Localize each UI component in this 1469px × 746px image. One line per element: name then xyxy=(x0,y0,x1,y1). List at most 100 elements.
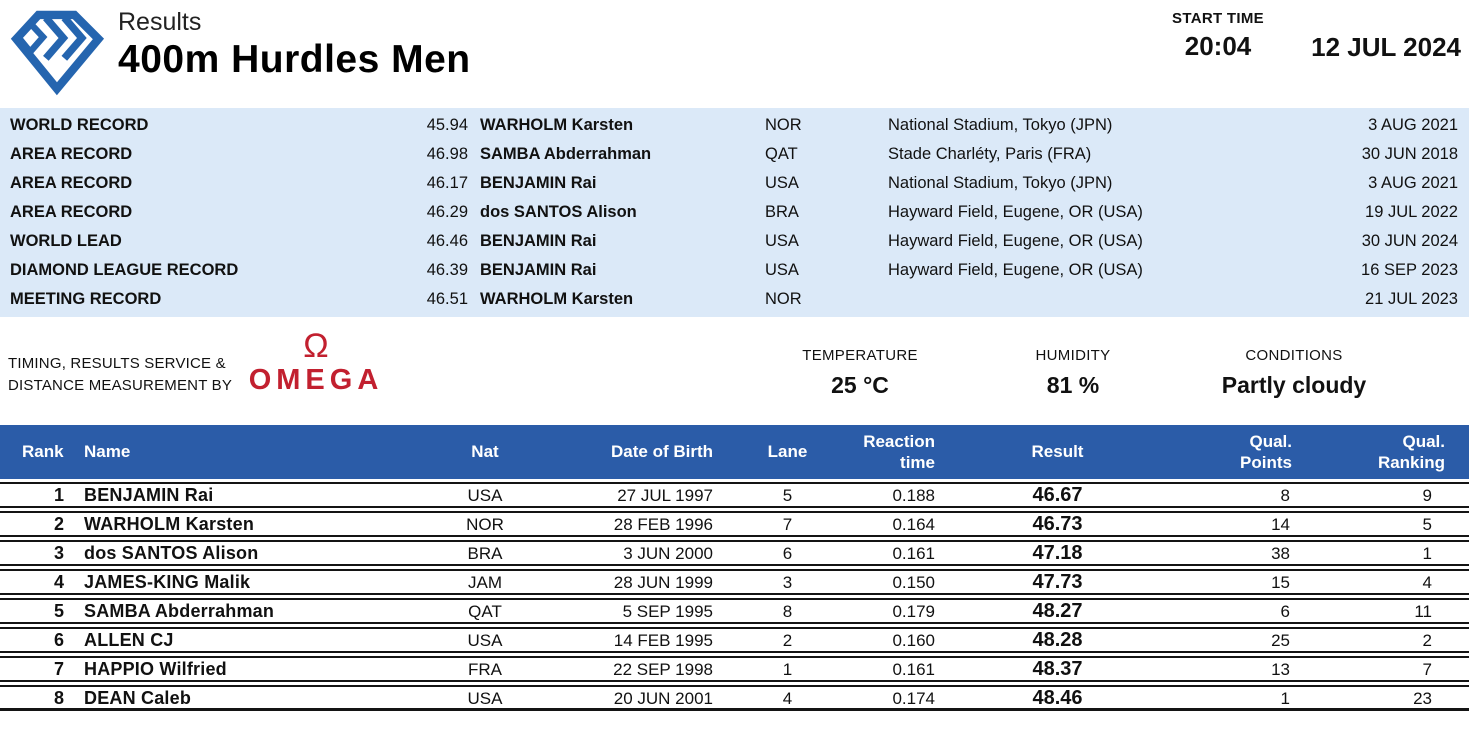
cell-result: 48.46 xyxy=(1032,687,1083,709)
cell-lane: 7 xyxy=(782,514,793,534)
record-nationality: USA xyxy=(765,261,799,279)
cell-qual-ranking: 2 xyxy=(1422,630,1432,650)
column-header-lane: Lane xyxy=(767,442,808,461)
column-header-reaction-line2: time xyxy=(900,453,935,472)
record-venue: National Stadium, Tokyo (JPN) xyxy=(888,174,1113,192)
start-time-value: 20:04 xyxy=(1184,31,1252,61)
cell-reaction-time: 0.161 xyxy=(892,543,935,563)
record-athlete: BENJAMIN Rai xyxy=(480,174,597,192)
column-header-nat: Nat xyxy=(471,442,499,461)
record-row: WORLD RECORD 45.94 WARHOLM Karsten NOR N… xyxy=(0,111,1469,140)
table-row: 7 HAPPIO Wilfried FRA 22 SEP 1998 1 0.16… xyxy=(0,656,1469,682)
record-mark: 46.51 xyxy=(426,290,468,308)
record-date: 30 JUN 2018 xyxy=(1361,145,1458,163)
cell-reaction-time: 0.188 xyxy=(892,485,935,505)
record-mark: 46.46 xyxy=(426,232,468,250)
cell-qual-ranking: 5 xyxy=(1422,514,1432,534)
humidity-block: HUMIDITY 81 % xyxy=(970,347,1176,399)
table-row: 4 JAMES-KING Malik JAM 28 JUN 1999 3 0.1… xyxy=(0,569,1469,595)
cell-date-of-birth: 27 JUL 1997 xyxy=(617,485,713,505)
cell-result: 48.28 xyxy=(1032,629,1083,651)
cell-reaction-time: 0.150 xyxy=(892,572,935,592)
cell-qual-points: 15 xyxy=(1271,572,1290,592)
cell-result: 47.73 xyxy=(1032,571,1083,593)
cell-lane: 6 xyxy=(782,543,793,563)
record-date: 16 SEP 2023 xyxy=(1361,261,1458,279)
cell-date-of-birth: 28 FEB 1996 xyxy=(613,514,713,534)
record-athlete: BENJAMIN Rai xyxy=(480,232,597,250)
record-row: DIAMOND LEAGUE RECORD 46.39 BENJAMIN Rai… xyxy=(0,256,1469,285)
cell-nationality: NOR xyxy=(466,514,504,534)
event-date: 12 JUL 2024 xyxy=(1311,32,1461,62)
cell-reaction-time: 0.174 xyxy=(892,688,935,708)
temperature-label: TEMPERATURE xyxy=(802,347,918,364)
record-date: 3 AUG 2021 xyxy=(1368,174,1458,192)
cell-lane: 3 xyxy=(782,572,793,592)
conditions-block: CONDITIONS Partly cloudy xyxy=(1148,347,1440,399)
diamond-league-logo-icon xyxy=(10,10,104,96)
cell-lane: 1 xyxy=(782,659,793,679)
record-label: AREA RECORD xyxy=(10,145,133,163)
record-label: AREA RECORD xyxy=(10,174,133,192)
cell-nationality: BRA xyxy=(467,543,503,563)
column-header-reaction-line1: Reaction xyxy=(863,431,935,451)
record-row: AREA RECORD 46.98 SAMBA Abderrahman QAT … xyxy=(0,140,1469,169)
record-venue: Hayward Field, Eugene, OR (USA) xyxy=(888,203,1143,221)
cell-qual-ranking: 9 xyxy=(1422,485,1432,505)
record-row: WORLD LEAD 46.46 BENJAMIN Rai USA Haywar… xyxy=(0,227,1469,256)
cell-rank: 6 xyxy=(53,630,64,650)
record-nationality: USA xyxy=(765,174,799,192)
record-athlete: dos SANTOS Alison xyxy=(480,203,637,221)
cell-qual-points: 38 xyxy=(1271,543,1290,563)
page-header: Results 400m Hurdles Men START TIME 20:0… xyxy=(0,0,1469,104)
cell-qual-points: 6 xyxy=(1280,601,1290,621)
record-athlete: WARHOLM Karsten xyxy=(480,116,634,134)
timing-caption-line1: TIMING, RESULTS SERVICE & xyxy=(8,355,226,372)
start-time-block: START TIME 20:04 xyxy=(1168,10,1268,62)
cell-result: 48.37 xyxy=(1032,658,1083,680)
column-header-qr-line1: Qual. xyxy=(1402,431,1445,451)
cell-reaction-time: 0.164 xyxy=(892,514,935,534)
record-date: 21 JUL 2023 xyxy=(1365,290,1458,308)
cell-result: 47.18 xyxy=(1032,542,1083,564)
column-header-reaction-time: Reaction time xyxy=(860,431,940,474)
temperature-value: 25 °C xyxy=(831,372,889,398)
cell-qual-ranking: 23 xyxy=(1413,688,1432,708)
conditions-value: Partly cloudy xyxy=(1221,372,1367,398)
cell-qual-ranking: 7 xyxy=(1422,659,1432,679)
timing-caption: TIMING, RESULTS SERVICE & DISTANCE MEASU… xyxy=(8,353,232,397)
cell-athlete-name: HAPPIO Wilfried xyxy=(84,659,227,679)
column-header-qual-points: Qual. Points xyxy=(1175,431,1300,474)
table-row: 1 BENJAMIN Rai USA 27 JUL 1997 5 0.188 4… xyxy=(0,482,1469,508)
start-time-label: START TIME xyxy=(1172,10,1264,27)
record-venue: Stade Charléty, Paris (FRA) xyxy=(888,145,1092,163)
event-date-block: 12 JUL 2024 xyxy=(1305,32,1461,63)
cell-qual-ranking: 4 xyxy=(1422,572,1432,592)
record-label: DIAMOND LEAGUE RECORD xyxy=(10,261,239,279)
record-athlete: BENJAMIN Rai xyxy=(480,261,597,279)
cell-rank: 8 xyxy=(53,688,64,708)
cell-lane: 5 xyxy=(782,485,793,505)
record-nationality: NOR xyxy=(765,290,802,308)
record-nationality: USA xyxy=(765,232,799,250)
cell-nationality: USA xyxy=(467,688,503,708)
record-mark: 46.17 xyxy=(426,174,468,192)
record-label: WORLD LEAD xyxy=(10,232,122,250)
omega-wordmark: OMEGA xyxy=(248,364,384,396)
omega-logo: Ω OMEGA xyxy=(238,329,394,397)
record-label: AREA RECORD xyxy=(10,203,133,221)
timing-caption-line2: DISTANCE MEASUREMENT BY xyxy=(8,376,233,394)
humidity-value: 81 % xyxy=(1046,372,1100,398)
column-header-qr-line2: Ranking xyxy=(1377,453,1445,472)
cell-athlete-name: JAMES-KING Malik xyxy=(84,572,251,592)
cell-reaction-time: 0.161 xyxy=(892,659,935,679)
cell-reaction-time: 0.179 xyxy=(892,601,935,621)
record-athlete: SAMBA Abderrahman xyxy=(480,145,652,163)
cell-result: 48.27 xyxy=(1032,600,1083,622)
cell-reaction-time: 0.160 xyxy=(892,630,935,650)
record-date: 3 AUG 2021 xyxy=(1368,116,1458,134)
cell-qual-points: 1 xyxy=(1280,688,1290,708)
cell-result: 46.67 xyxy=(1032,484,1083,506)
title-block: Results 400m Hurdles Men xyxy=(118,4,471,82)
record-mark: 46.39 xyxy=(426,261,468,279)
